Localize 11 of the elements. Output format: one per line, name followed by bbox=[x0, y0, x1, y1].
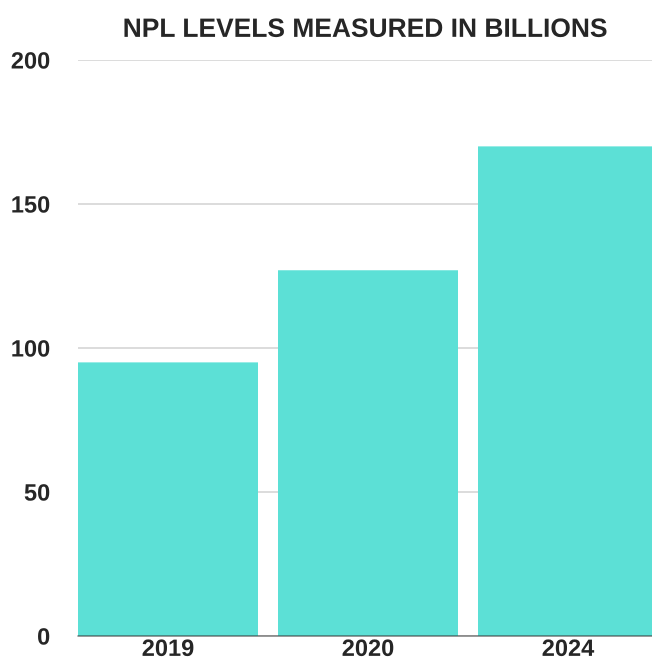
y-tick-label: 50 bbox=[24, 484, 50, 501]
y-tick-label: 150 bbox=[12, 196, 50, 213]
y-tick-label: 0 bbox=[38, 628, 50, 645]
bar bbox=[78, 362, 258, 636]
x-tick-label: 2024 bbox=[542, 639, 594, 656]
chart-title: NPL LEVELS MEASURED IN BILLIONS bbox=[124, 18, 607, 38]
bar bbox=[278, 270, 458, 636]
x-tick-label: 2020 bbox=[342, 639, 394, 656]
y-tick-label: 100 bbox=[12, 340, 50, 357]
x-tick-label: 2019 bbox=[142, 639, 194, 656]
y-tick-label: 200 bbox=[12, 52, 50, 69]
